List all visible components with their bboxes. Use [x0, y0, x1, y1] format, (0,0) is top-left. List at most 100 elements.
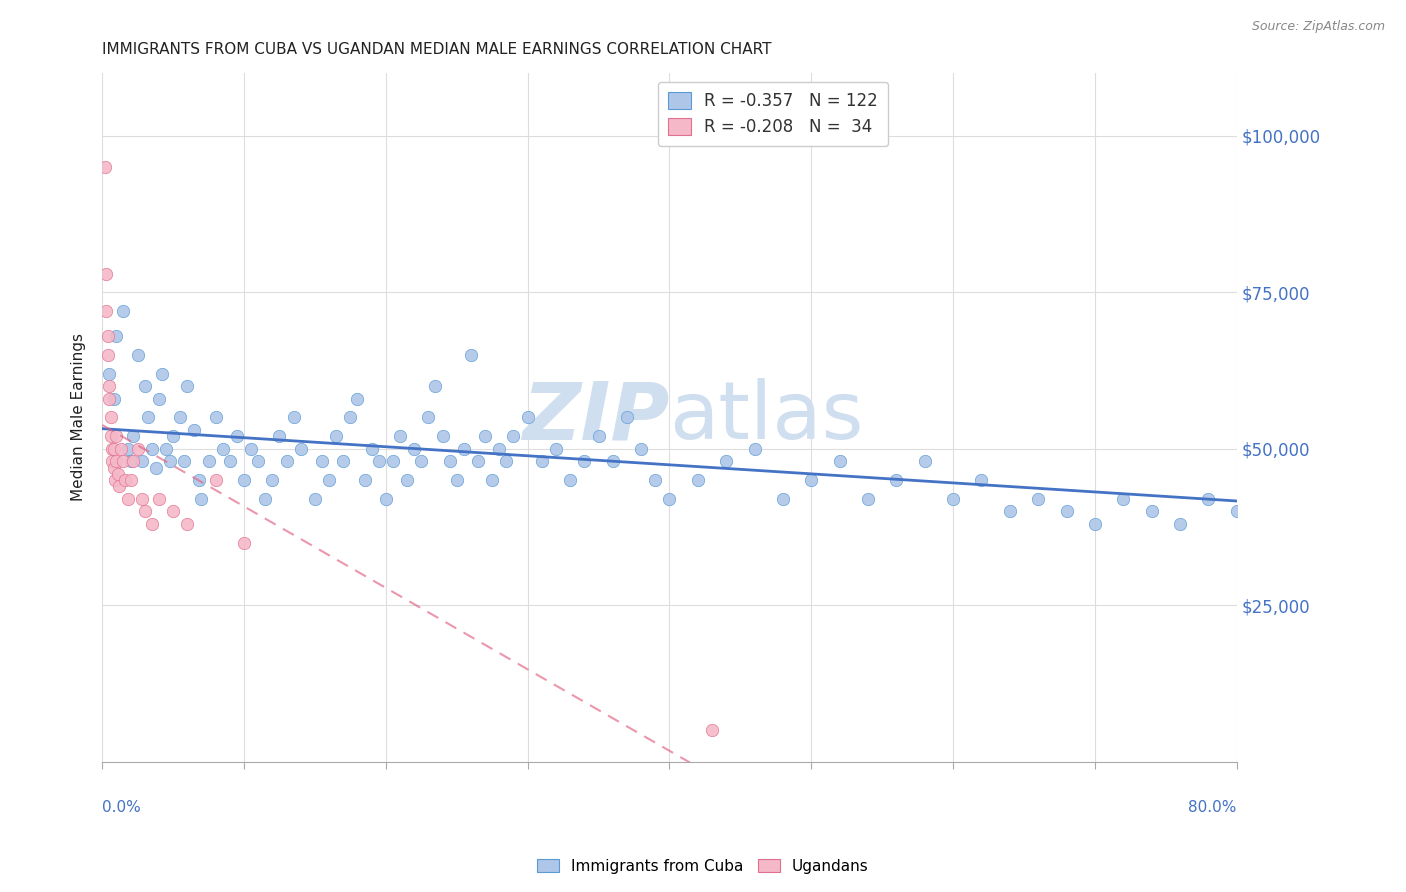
Point: [120, 454, 142, 468]
Point: [1367, 491, 1389, 506]
Point: [122, 429, 145, 443]
Point: [411, 454, 433, 468]
Point: [467, 454, 489, 468]
Point: [262, 473, 284, 487]
Point: [150, 367, 173, 381]
Point: [1339, 516, 1361, 531]
Point: [247, 454, 270, 468]
Point: [141, 442, 163, 456]
Point: [233, 473, 256, 487]
Point: [453, 442, 475, 456]
Point: [100, 410, 122, 425]
Point: [145, 460, 167, 475]
Point: [148, 491, 170, 506]
Point: [516, 410, 538, 425]
Point: [644, 473, 666, 487]
Point: [176, 516, 198, 531]
Point: [389, 429, 412, 443]
Point: [602, 454, 624, 468]
Point: [714, 454, 737, 468]
Point: [800, 473, 823, 487]
Point: [162, 504, 184, 518]
Point: [204, 473, 226, 487]
Point: [136, 410, 159, 425]
Point: [269, 429, 291, 443]
Point: [101, 442, 124, 456]
Point: [886, 473, 908, 487]
Point: [276, 454, 298, 468]
Text: Source: ZipAtlas.com: Source: ZipAtlas.com: [1251, 20, 1385, 33]
Point: [1168, 516, 1191, 531]
Point: [97, 329, 120, 343]
Point: [197, 454, 219, 468]
Text: 0.0%: 0.0%: [103, 799, 141, 814]
Point: [103, 442, 125, 456]
Point: [970, 473, 993, 487]
Point: [183, 423, 205, 437]
Point: [488, 442, 510, 456]
Point: [658, 491, 681, 506]
Point: [502, 429, 524, 443]
Point: [367, 454, 389, 468]
Point: [120, 473, 142, 487]
Point: [127, 442, 149, 456]
Point: [105, 329, 128, 343]
Point: [204, 410, 226, 425]
Point: [1026, 491, 1049, 506]
Point: [105, 429, 128, 443]
Point: [283, 410, 305, 425]
Point: [432, 429, 454, 443]
Text: 80.0%: 80.0%: [1188, 799, 1237, 814]
Point: [155, 442, 177, 456]
Point: [98, 379, 121, 393]
Point: [530, 454, 553, 468]
Point: [131, 454, 153, 468]
Point: [226, 429, 249, 443]
Point: [495, 454, 517, 468]
Point: [360, 442, 382, 456]
Point: [104, 473, 127, 487]
Point: [304, 491, 326, 506]
Point: [374, 491, 396, 506]
Point: [1197, 491, 1219, 506]
Point: [96, 267, 118, 281]
Point: [134, 379, 156, 393]
Point: [173, 454, 195, 468]
Point: [588, 429, 610, 443]
Point: [439, 454, 461, 468]
Point: [103, 392, 125, 406]
Point: [127, 348, 149, 362]
Point: [211, 442, 233, 456]
Point: [1084, 516, 1107, 531]
Point: [117, 442, 139, 456]
Point: [446, 473, 468, 487]
Point: [105, 454, 128, 468]
Point: [162, 429, 184, 443]
Point: [425, 379, 447, 393]
Point: [700, 723, 723, 738]
Point: [418, 410, 440, 425]
Point: [616, 410, 638, 425]
Point: [190, 491, 212, 506]
Point: [828, 454, 851, 468]
Point: [187, 473, 209, 487]
Point: [1112, 491, 1135, 506]
Point: [108, 479, 131, 493]
Point: [404, 442, 426, 456]
Point: [141, 516, 163, 531]
Point: [176, 379, 198, 393]
Point: [98, 392, 121, 406]
Point: [318, 473, 340, 487]
Point: [254, 491, 277, 506]
Y-axis label: Median Male Earnings: Median Male Earnings: [72, 334, 86, 501]
Point: [117, 491, 139, 506]
Text: atlas: atlas: [669, 378, 863, 457]
Point: [112, 304, 135, 318]
Point: [134, 504, 156, 518]
Point: [169, 410, 191, 425]
Point: [396, 473, 419, 487]
Point: [1282, 491, 1305, 506]
Point: [856, 491, 879, 506]
Point: [112, 454, 135, 468]
Point: [325, 429, 347, 443]
